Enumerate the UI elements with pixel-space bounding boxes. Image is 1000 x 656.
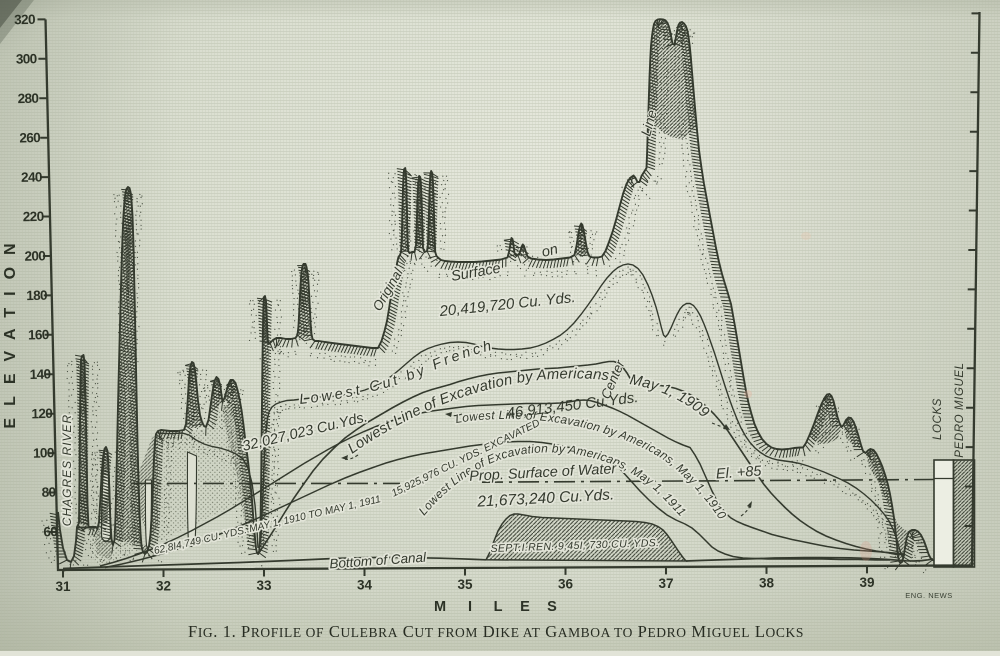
svg-text:PEDRO MIGUEL: PEDRO MIGUEL	[954, 362, 966, 457]
svg-text:200: 200	[24, 248, 45, 263]
svg-text:38: 38	[759, 575, 775, 590]
svg-text:FIG. 1. PROFILE OF CULEBRA CUT: FIG. 1. PROFILE OF CULEBRA CUT FROM DIKE…	[188, 622, 804, 641]
svg-text:31: 31	[55, 579, 71, 594]
svg-text:36: 36	[558, 576, 574, 591]
svg-text:on: on	[540, 241, 560, 260]
svg-text:37: 37	[658, 576, 673, 591]
svg-text:El. +85: El. +85	[715, 463, 762, 482]
svg-text:M: M	[434, 599, 446, 615]
svg-text:I: I	[468, 599, 472, 615]
svg-text:39: 39	[859, 575, 874, 590]
svg-text:260: 260	[19, 130, 40, 145]
svg-text:LOCKS: LOCKS	[932, 398, 944, 440]
svg-text:ENG. NEWS: ENG. NEWS	[905, 591, 952, 600]
svg-text:CHAGRES RIVER: CHAGRES RIVER	[60, 414, 74, 526]
svg-text:100: 100	[33, 445, 54, 460]
svg-text:35: 35	[457, 577, 473, 592]
svg-text:34: 34	[357, 578, 373, 593]
svg-text:160: 160	[28, 327, 49, 342]
svg-text:300: 300	[16, 51, 37, 66]
svg-text:80: 80	[42, 485, 56, 500]
svg-text:S: S	[547, 599, 557, 615]
svg-text:320: 320	[14, 12, 35, 27]
svg-text:33: 33	[256, 578, 272, 593]
svg-text:120: 120	[31, 406, 52, 421]
svg-text:60: 60	[43, 524, 57, 539]
svg-text:L: L	[494, 599, 503, 615]
svg-text:280: 280	[17, 91, 38, 106]
svg-text:ELEVATION: ELEVATION	[2, 231, 19, 428]
svg-text:220: 220	[23, 209, 44, 224]
svg-text:140: 140	[30, 367, 51, 382]
svg-text:32: 32	[156, 579, 171, 594]
svg-text:180: 180	[26, 288, 47, 303]
svg-text:E: E	[520, 599, 530, 615]
svg-text:240: 240	[21, 169, 42, 184]
